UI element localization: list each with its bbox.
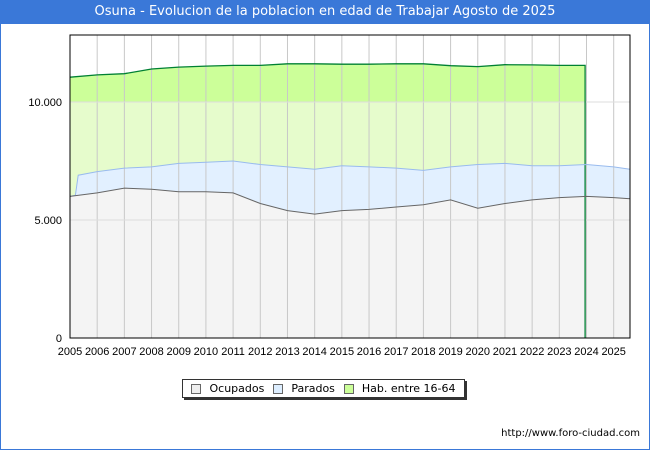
plot-border xyxy=(69,34,631,339)
x-tick-label: 2022 xyxy=(520,346,544,358)
series-line-ocupados xyxy=(69,187,631,215)
x-tick-label: 2018 xyxy=(411,346,435,358)
x-tick-label: 2014 xyxy=(302,346,326,358)
x-tick-label: 2023 xyxy=(547,346,571,358)
x-tick-label: 2008 xyxy=(139,346,163,358)
series-line-parados xyxy=(69,160,631,197)
x-tick-label: 2005 xyxy=(58,346,82,358)
x-tick-label: 2019 xyxy=(438,346,462,358)
x-tick-label: 2020 xyxy=(466,346,490,358)
x-tick-label: 2021 xyxy=(493,346,517,358)
legend-item-hab: Hab. entre 16-64 xyxy=(343,382,456,395)
area-hab-upper xyxy=(70,63,586,102)
x-tick-label: 2012 xyxy=(248,346,272,358)
legend-swatch xyxy=(273,383,284,394)
legend-label: Ocupados xyxy=(209,382,265,395)
x-tick-label: 2017 xyxy=(384,346,408,358)
area-ocupados xyxy=(70,188,630,338)
x-tick-label: 2013 xyxy=(275,346,299,358)
x-tick-label: 2009 xyxy=(166,346,190,358)
y-tick-label: 10.000 xyxy=(28,97,62,109)
legend-swatch xyxy=(191,383,202,394)
legend-item-ocupados: Ocupados xyxy=(191,382,264,395)
x-tick-label: 2015 xyxy=(330,346,354,358)
legend-label: Parados xyxy=(291,382,335,395)
footer-url[interactable]: http://www.foro-ciudad.com xyxy=(501,428,640,439)
x-tick-label: 2006 xyxy=(85,346,109,358)
y-tick-label: 5.000 xyxy=(34,215,62,227)
x-tick-label: 2010 xyxy=(194,346,218,358)
legend-swatch xyxy=(343,383,354,394)
x-tick-label: 2024 xyxy=(574,346,598,358)
legend-item-parados: Parados xyxy=(273,382,335,395)
legend-label: Hab. entre 16-64 xyxy=(361,382,456,395)
x-tick-label: 2007 xyxy=(112,346,136,358)
y-tick-label: 0 xyxy=(56,333,62,345)
x-tick-label: 2025 xyxy=(601,346,625,358)
chart-title: Osuna - Evolucion de la poblacion en eda… xyxy=(0,0,650,24)
x-tick-label: 2011 xyxy=(221,346,245,358)
x-tick-label: 2016 xyxy=(357,346,381,358)
series-line-hab-entre-16-64 xyxy=(69,63,586,338)
legend: Ocupados Parados Hab. entre 16-64 xyxy=(182,379,465,398)
